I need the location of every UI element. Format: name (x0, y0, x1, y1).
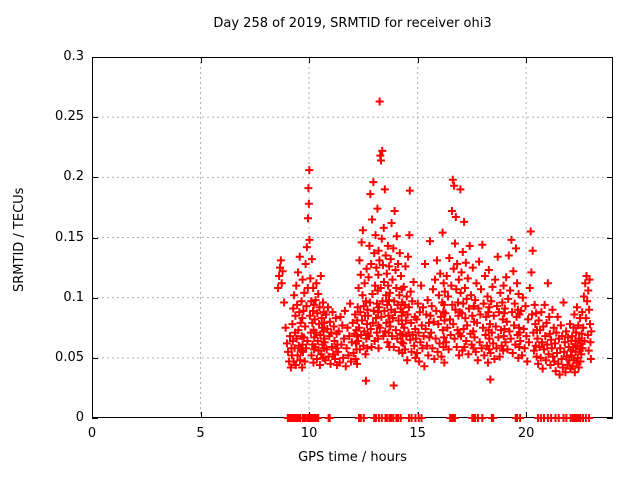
y-tick-label: 0.3 (63, 49, 84, 64)
y-tick-label: 0.25 (55, 109, 84, 125)
y-tick-label: 0.05 (55, 349, 84, 365)
y-tick-label: 0.2 (63, 169, 84, 185)
chart-title: Day 258 of 2019, SRMTID for receiver ohi… (213, 16, 492, 31)
x-tick-label: 10 (300, 426, 318, 441)
x-tick-label: 5 (196, 426, 205, 441)
y-tick-label: 0 (75, 410, 84, 425)
plot-area (92, 57, 613, 422)
x-axis-label: GPS time / hours (298, 450, 407, 465)
grid-lines (92, 57, 613, 418)
x-tick-label: 15 (409, 426, 426, 441)
x-tick-label: 0 (87, 426, 97, 441)
tick-marks (92, 57, 613, 419)
plot-border (92, 57, 613, 418)
y-tick-label: 0.15 (55, 229, 84, 245)
zero-value-markers (283, 414, 594, 422)
y-tick-label: 0.1 (63, 289, 84, 305)
x-tick-label: 20 (517, 426, 535, 441)
scatter-points (274, 97, 596, 390)
